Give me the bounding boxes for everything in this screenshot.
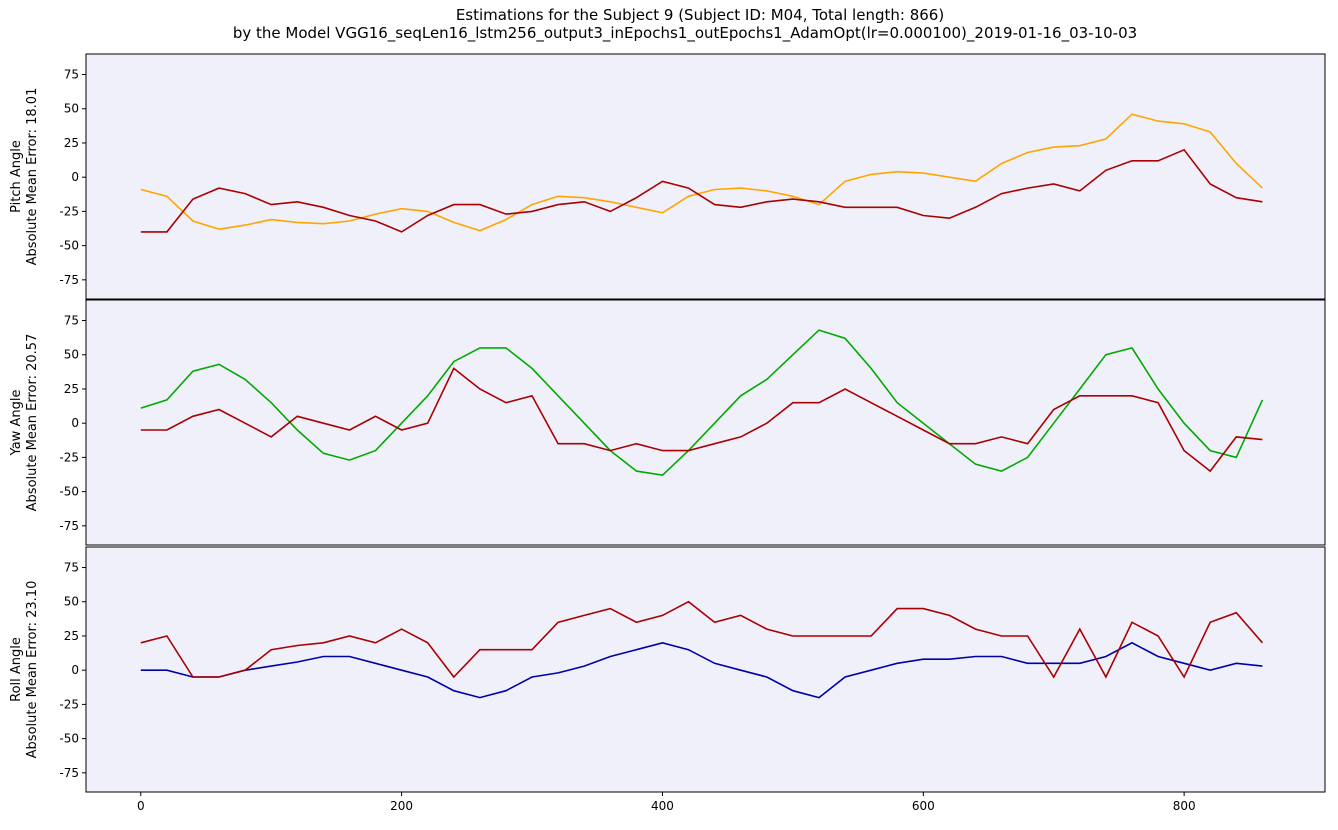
plot-area (86, 54, 1325, 299)
y-tick-label: 50 (64, 348, 79, 362)
plot-frame (85, 299, 1326, 546)
y-tick-label: 50 (64, 102, 79, 116)
y-tick-label: -25 (59, 450, 79, 464)
chart-title: Estimations for the Subject 9 (Subject I… (456, 6, 944, 24)
error-label: Absolute Mean Error: 20.57 (25, 334, 40, 512)
y-tick-label: 25 (64, 382, 79, 396)
x-tick-label: 0 (137, 799, 145, 813)
series-line (140, 367, 1263, 473)
x-tick-label: 400 (651, 799, 674, 813)
chart-subtitle: by the Model VGG16_seqLen16_lstm256_outp… (233, 24, 1137, 43)
plot-area (86, 300, 1325, 545)
y-tick-label: -25 (59, 204, 79, 218)
series-line (140, 148, 1263, 233)
y-tick-label: 50 (64, 595, 79, 609)
plot-area (86, 547, 1325, 792)
y-axis-label: Yaw Angle (9, 390, 24, 457)
series-line (140, 641, 1263, 699)
y-axis-label: Roll Angle (9, 637, 24, 702)
y-tick-label: 75 (64, 68, 79, 82)
y-tick-label: 25 (64, 136, 79, 150)
y-tick-label: 25 (64, 629, 79, 643)
series-line (140, 329, 1264, 477)
y-tick-label: -25 (59, 697, 79, 711)
x-tick-label: 800 (1173, 799, 1196, 813)
error-label: Absolute Mean Error: 23.10 (25, 581, 40, 759)
y-tick-label: -50 (59, 239, 79, 253)
y-tick-label: 0 (71, 416, 79, 430)
x-tick-label: 200 (390, 799, 413, 813)
series-line (140, 113, 1263, 232)
y-tick-label: 75 (64, 314, 79, 328)
error-label: Absolute Mean Error: 18.01 (25, 88, 40, 266)
plot-frame (85, 53, 1326, 300)
x-tick-label: 600 (912, 799, 935, 813)
y-tick-label: 75 (64, 561, 79, 575)
y-tick-label: 0 (71, 663, 79, 677)
y-tick-label: 0 (71, 170, 79, 184)
y-tick-label: -50 (59, 732, 79, 746)
y-tick-label: -75 (59, 766, 79, 780)
y-axis-label: Pitch Angle (9, 140, 24, 213)
y-tick-label: -75 (59, 519, 79, 533)
series-line (140, 600, 1264, 679)
y-tick-label: -75 (59, 273, 79, 287)
y-tick-label: -50 (59, 485, 79, 499)
plot-frame (85, 546, 1326, 793)
